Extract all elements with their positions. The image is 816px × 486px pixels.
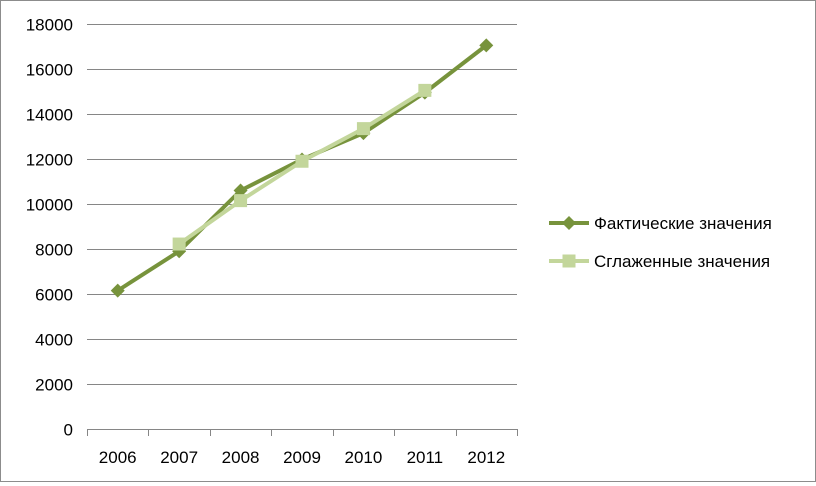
y-tick-label: 8000 [35, 241, 73, 260]
y-tick-label: 4000 [35, 331, 73, 350]
legend-label: Сглаженные значения [594, 252, 770, 271]
legend-entry-2: Сглаженные значения [549, 252, 770, 271]
x-tick-label: 2010 [345, 448, 383, 467]
y-tick-label: 18000 [26, 16, 73, 35]
x-axis [87, 429, 518, 436]
legend-marker [562, 216, 576, 230]
data-point [418, 83, 432, 97]
x-tick-label: 2012 [467, 448, 505, 467]
data-point [233, 183, 248, 198]
series-1 [110, 38, 494, 298]
data-point [356, 122, 370, 136]
y-tick-label: 12000 [26, 151, 73, 170]
legend-label: Фактические значения [594, 214, 772, 233]
series-2 [172, 83, 432, 251]
legend-marker [562, 254, 576, 268]
data-point [295, 154, 309, 168]
data-point [110, 283, 125, 298]
y-tick-label: 16000 [26, 61, 73, 80]
x-tick-label: 2007 [160, 448, 198, 467]
data-point [479, 38, 494, 53]
x-tick-label: 2006 [99, 448, 137, 467]
y-tick-label: 14000 [26, 106, 73, 125]
y-tick-label: 6000 [35, 286, 73, 305]
series-group [110, 38, 494, 298]
x-tick-label: 2008 [222, 448, 260, 467]
series-line [115, 43, 489, 293]
legend: Фактические значения Сглаженные значения [549, 214, 772, 271]
y-tick-label: 10000 [26, 196, 73, 215]
x-tick-label: 2009 [283, 448, 321, 467]
data-point [234, 194, 248, 208]
x-tick-label: 2011 [407, 448, 444, 467]
y-axis-tick-labels: 0 2000 4000 6000 8000 10000 12000 14000 16000 180… [26, 16, 73, 440]
legend-entry-1: Фактические значения [549, 214, 772, 233]
y-tick-label: 0 [64, 421, 73, 440]
y-tick-label: 2000 [35, 376, 73, 395]
data-point [172, 237, 186, 251]
gridlines [87, 24, 517, 430]
x-axis-tick-labels: 2006 2007 2008 2009 2010 2011 2012 [99, 448, 505, 467]
